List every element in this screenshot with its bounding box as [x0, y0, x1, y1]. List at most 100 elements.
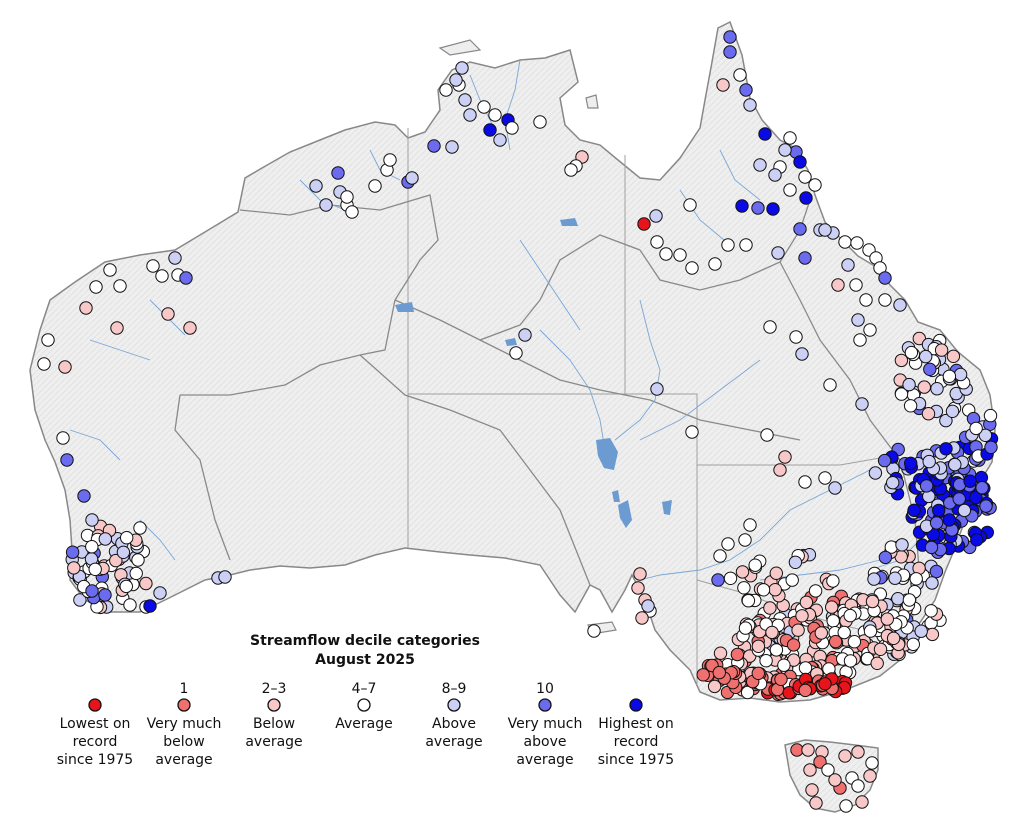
gauge-marker: [345, 205, 359, 219]
gauge-marker: [867, 572, 881, 586]
gauge-marker: [818, 223, 832, 237]
gauge-marker: [155, 269, 169, 283]
gauge-marker: [774, 672, 788, 686]
melville-island: [438, 39, 482, 56]
gauge-marker: [907, 503, 921, 517]
gauge-marker: [953, 367, 968, 382]
gauge-marker: [798, 683, 812, 698]
gauge-marker: [168, 251, 182, 265]
gauge-marker: [733, 68, 747, 82]
legend-label-line: Very much: [147, 716, 222, 732]
gauge-marker: [865, 594, 880, 609]
gauge-marker: [77, 489, 91, 503]
gauge-marker: [878, 271, 892, 285]
gauge-marker: [843, 608, 857, 623]
gauge-marker: [921, 407, 936, 421]
legend-items: Lowest on record since 1975 1 Very much below…: [57, 681, 674, 768]
gauge-marker: [383, 153, 397, 167]
gauge-marker: [685, 425, 699, 439]
gauge-marker: [778, 143, 792, 157]
gauge-marker: [79, 301, 93, 315]
gauge-marker: [685, 261, 699, 275]
gauge-marker: [153, 586, 167, 600]
gauge-marker: [798, 475, 812, 489]
gauge-marker: [855, 795, 869, 809]
gauge-marker: [179, 271, 193, 285]
gauge-marker: [143, 599, 157, 613]
legend-item-lowest: Lowest on record since 1975: [57, 698, 133, 768]
gauge-marker: [863, 769, 877, 783]
gauge-marker: [777, 658, 791, 672]
legend-label-line: average: [425, 734, 482, 750]
gauge-marker: [868, 466, 883, 480]
gauge-marker: [831, 278, 845, 292]
gauge-marker: [903, 399, 918, 413]
gauge-marker: [659, 247, 673, 261]
gauge-marker: [673, 248, 687, 262]
gauge-marker: [683, 198, 697, 212]
gauge-marker: [129, 566, 143, 581]
gauge-marker: [146, 259, 160, 273]
gauge-marker: [895, 538, 909, 552]
gauge-marker: [723, 45, 737, 59]
groote-island: [585, 94, 599, 109]
gauge-marker: [713, 549, 727, 563]
gauge-marker: [123, 598, 137, 612]
gauge-marker: [821, 763, 835, 777]
gauge-marker: [952, 492, 966, 506]
gauge-marker: [939, 442, 953, 456]
lake-north: [505, 338, 517, 346]
gauge-marker: [969, 490, 983, 505]
lake-amadeus: [560, 218, 578, 226]
gauge-marker: [894, 353, 909, 368]
gauge-marker: [721, 537, 735, 551]
gauge-marker: [791, 623, 805, 637]
gauge-marker: [405, 171, 419, 185]
gauge-marker: [716, 78, 730, 92]
gauge-marker: [509, 346, 523, 360]
gauge-marker: [912, 331, 926, 346]
gauge-marker: [798, 251, 812, 265]
gauge-marker: [133, 521, 147, 535]
gauge-marker: [759, 654, 773, 668]
gauge-marker: [58, 360, 72, 374]
gauge-marker: [65, 545, 80, 559]
gauge-marker: [863, 624, 878, 638]
gauge-marker: [850, 236, 864, 250]
gauge-marker: [828, 634, 843, 649]
gauge-marker: [795, 347, 809, 361]
gauge-marker: [67, 561, 81, 575]
gauge-marker: [751, 639, 766, 653]
gauge-marker: [116, 545, 131, 559]
gauge-marker: [818, 677, 832, 691]
gauge-marker: [113, 279, 127, 293]
gauge-marker: [488, 108, 502, 122]
gauge-marker: [818, 471, 832, 485]
gauge-marker: [888, 571, 902, 585]
gauge-marker: [925, 627, 940, 642]
gauge-marker: [870, 656, 884, 670]
gauge-marker: [799, 595, 814, 609]
gauge-marker: [970, 533, 984, 547]
legend-label-line: since 1975: [57, 752, 133, 768]
legend: Streamflow decile categories August 2025…: [57, 633, 674, 768]
legend-title-line1: Streamflow decile categories: [250, 633, 480, 649]
gauge-marker: [739, 238, 753, 252]
gauge-marker: [863, 323, 877, 337]
legend-swatch: [629, 698, 643, 712]
legend-label-line: Above: [432, 716, 476, 732]
gauge-marker: [948, 457, 962, 472]
gauge-marker: [886, 631, 901, 645]
gauge-marker: [838, 749, 852, 763]
legend-swatch: [88, 698, 102, 712]
gauge-marker: [738, 621, 753, 635]
gauge-marker: [914, 624, 928, 638]
gauge-marker: [439, 83, 453, 97]
legend-number: 2–3: [262, 681, 287, 697]
legend-label-line: Lowest on: [60, 716, 131, 732]
gauge-marker: [785, 573, 799, 587]
gauge-marker: [768, 583, 782, 597]
legend-label-line: Below: [253, 716, 295, 732]
gauge-marker: [873, 642, 888, 656]
gauge-marker: [109, 553, 123, 568]
